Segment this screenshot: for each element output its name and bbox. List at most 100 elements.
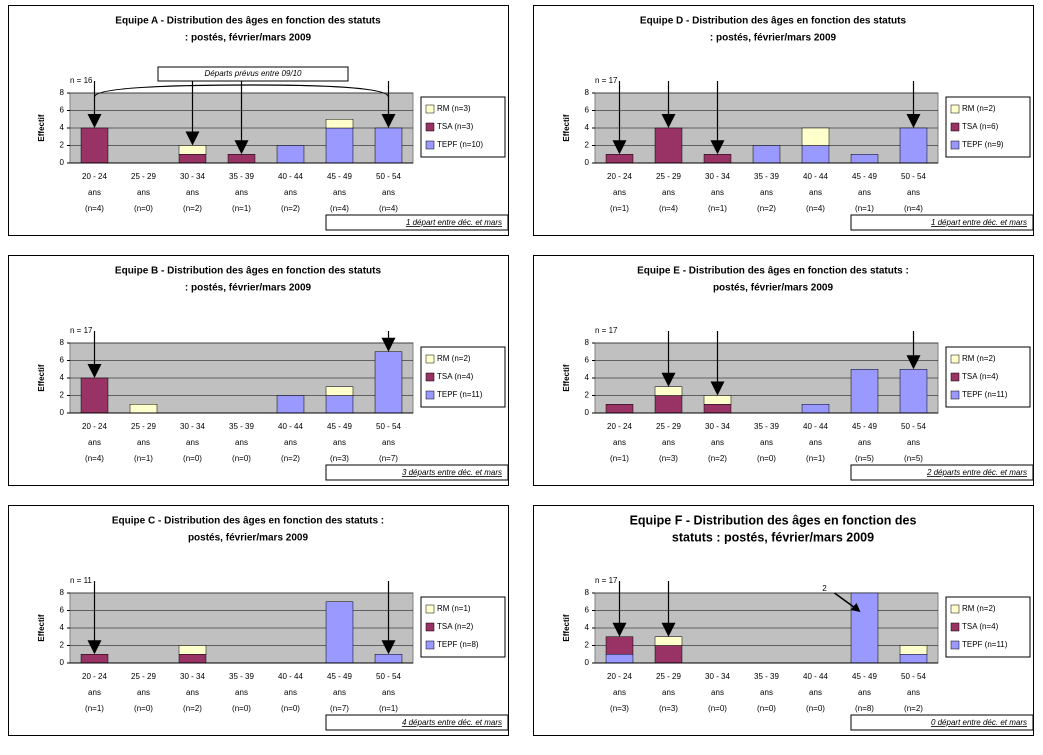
bar-segment	[80, 127, 109, 164]
y-tick-label: 0	[60, 408, 65, 417]
chart-panel: Equipe F - Distribution des âges en fonc…	[533, 505, 1034, 736]
arrows	[87, 81, 396, 155]
footnote-box	[325, 214, 509, 231]
x-tick-label: ans	[186, 688, 199, 697]
x-tick-label: ans	[760, 688, 773, 697]
x-tick-label: 40 - 44	[278, 172, 303, 181]
legend-label: TEPF (n=8)	[437, 640, 479, 649]
bar-segment	[374, 654, 403, 664]
n-label: n = 17	[595, 76, 618, 85]
y-tick-label: 2	[60, 141, 65, 150]
bar-segment	[80, 654, 109, 664]
x-tick-label: (n=5)	[904, 454, 923, 463]
bar-segment	[605, 636, 634, 655]
y-axis-label: Effectif	[37, 114, 46, 141]
x-tick-label: 20 - 24	[607, 422, 632, 431]
n-label: n = 11	[70, 576, 92, 585]
arrow-head	[710, 140, 725, 155]
x-tick-label: (n=1)	[85, 704, 104, 713]
legend-label: RM (n=1)	[437, 604, 471, 613]
y-tick-label: 6	[585, 606, 590, 615]
x-tick-label: 50 - 54	[376, 672, 401, 681]
legend-label: TEPF (n=11)	[437, 390, 483, 399]
arrows	[87, 581, 396, 655]
x-tick-label: ans	[809, 438, 822, 447]
chart-title: postés, février/mars 2009	[188, 533, 309, 544]
y-tick-label: 6	[60, 356, 65, 365]
legend-label: TSA (n=4)	[962, 372, 999, 381]
bar-segment	[899, 369, 928, 414]
bar-segment	[374, 351, 403, 414]
bar-segment	[850, 154, 879, 164]
x-tick-label: ans	[333, 438, 346, 447]
chart-title: Equipe E - Distribution des âges en fonc…	[637, 266, 909, 277]
x-tick-label: (n=0)	[232, 454, 251, 463]
x-tick-label: ans	[858, 188, 871, 197]
x-tick-label: ans	[186, 188, 199, 197]
bar-segment	[276, 145, 305, 164]
x-tick-label: 25 - 29	[656, 172, 681, 181]
x-tick-label: 45 - 49	[852, 422, 877, 431]
n-label: n = 17	[595, 576, 618, 585]
footnote-box	[325, 714, 509, 731]
y-tick-label: 0	[60, 158, 65, 167]
annotation: 2	[822, 584, 827, 593]
bar-segment	[899, 654, 928, 664]
x-tick-label: 50 - 54	[376, 422, 401, 431]
arrow-head	[87, 640, 102, 655]
chart-title: : postés, février/mars 2009	[185, 283, 312, 294]
y-axis-label: Effectif	[37, 364, 46, 391]
legend-label: RM (n=2)	[437, 354, 471, 363]
x-tick-label: ans	[186, 438, 199, 447]
chart-panel: Equipe B - Distribution des âges en fonc…	[8, 255, 509, 486]
x-tick-label: 20 - 24	[607, 172, 632, 181]
legend-swatch	[425, 354, 435, 364]
bar-segment	[801, 145, 830, 164]
legend-label: TEPF (n=10)	[437, 140, 483, 149]
x-tick-label: ans	[88, 438, 101, 447]
arrow-head	[185, 131, 200, 146]
x-tick-label: 25 - 29	[131, 422, 156, 431]
y-tick-label: 4	[60, 123, 65, 132]
y-tick-label: 4	[585, 123, 590, 132]
x-tick-label: 50 - 54	[376, 172, 401, 181]
x-tick-label: (n=0)	[806, 704, 825, 713]
legend-swatch	[425, 604, 435, 614]
x-tick-label: (n=0)	[134, 704, 153, 713]
chart-title: : postés, février/mars 2009	[185, 33, 312, 44]
bar-segment	[654, 127, 683, 164]
bar-segment	[703, 404, 732, 414]
arrow-head	[661, 372, 676, 387]
y-tick-label: 0	[585, 408, 590, 417]
x-tick-label: 25 - 29	[131, 672, 156, 681]
x-tick-label: ans	[137, 188, 150, 197]
x-tick-label: (n=2)	[708, 454, 727, 463]
legend-swatch	[425, 622, 435, 632]
footnote: 0 départ entre déc. et mars	[931, 718, 1027, 727]
footnote: 1 départ entre déc. et mars	[931, 218, 1027, 227]
arrows	[612, 81, 921, 155]
n-label: n = 17	[70, 326, 93, 335]
legend-label: RM (n=2)	[962, 354, 996, 363]
y-tick-label: 8	[585, 88, 590, 97]
x-tick-label: (n=5)	[855, 454, 874, 463]
x-tick-label: (n=0)	[134, 204, 153, 213]
arrow-head	[661, 114, 676, 128]
annotation-brace	[93, 84, 390, 98]
legend-label: TSA (n=4)	[437, 372, 474, 381]
x-tick-label: ans	[284, 438, 297, 447]
x-tick-label: (n=4)	[904, 204, 923, 213]
x-tick-label: ans	[760, 188, 773, 197]
x-tick-label: (n=1)	[806, 454, 825, 463]
arrow-head	[612, 140, 627, 155]
y-tick-label: 8	[585, 338, 590, 347]
x-tick-label: ans	[907, 688, 920, 697]
x-tick-label: 30 - 34	[180, 422, 205, 431]
legend-label: RM (n=2)	[962, 604, 996, 613]
x-tick-label: (n=0)	[232, 704, 251, 713]
x-tick-label: 45 - 49	[327, 172, 352, 181]
x-tick-label: ans	[907, 188, 920, 197]
bar-segment	[654, 386, 683, 396]
x-tick-label: 40 - 44	[803, 672, 828, 681]
bar-segment	[899, 645, 928, 655]
